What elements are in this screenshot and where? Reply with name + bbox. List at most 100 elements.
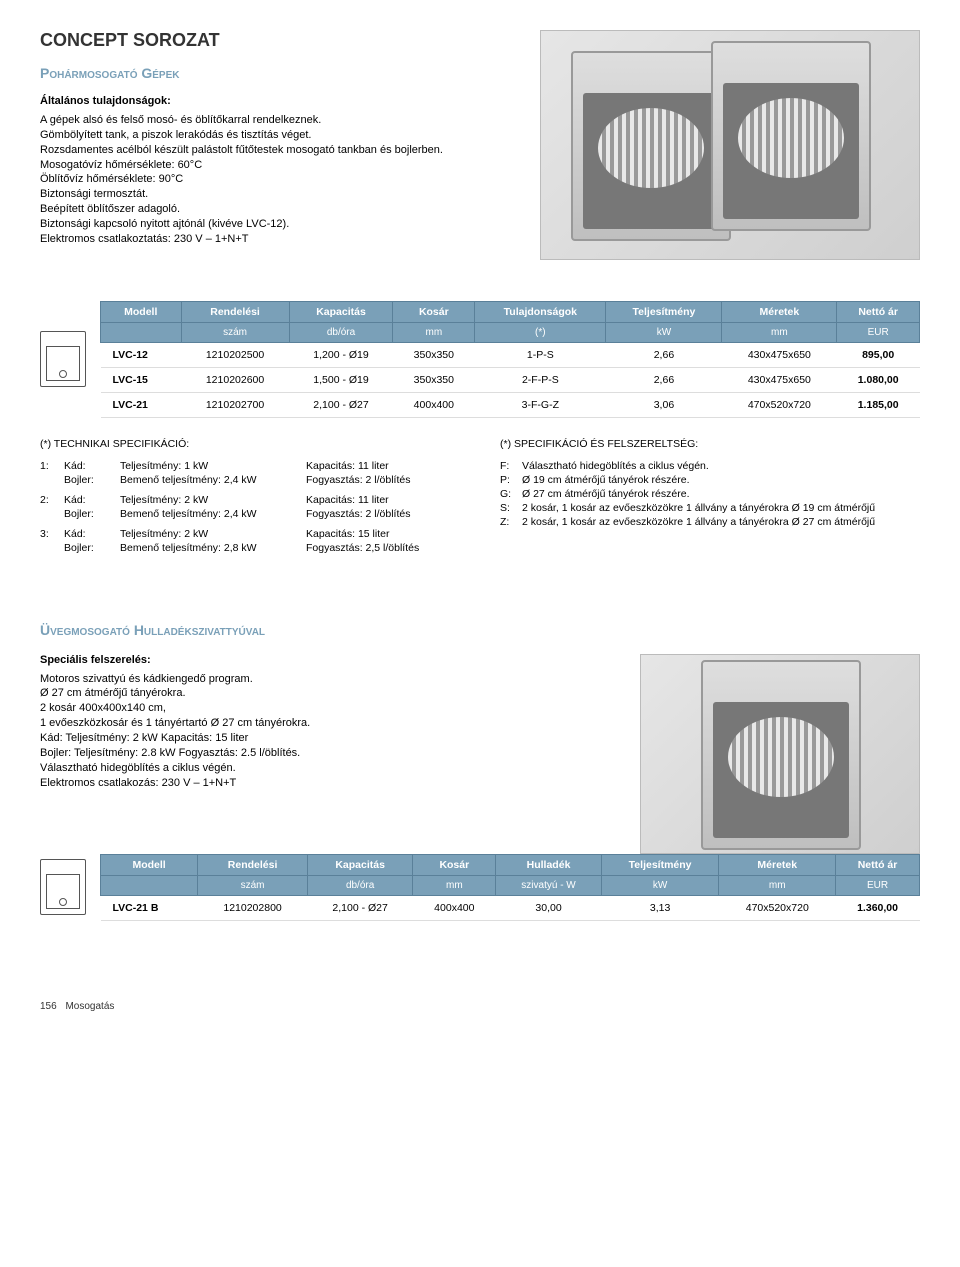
spec-group: 3:Kád:Teljesítmény: 2 kWKapacitás: 15 li… (40, 528, 460, 554)
cell-model: LVC-21 B (101, 895, 198, 920)
spec-b: Fogyasztás: 2,5 l/öblítés (306, 542, 419, 554)
th-meretek: Méretek (719, 854, 836, 875)
tech-spec-block: (*) TECHNIKAI SPECIFIKÁCIÓ: 1:Kád:Teljes… (40, 438, 460, 562)
th-telj: Teljesítmény (601, 854, 719, 875)
page-number: 156 (40, 1001, 57, 1012)
th-eur: EUR (837, 322, 920, 342)
general-desc: A gépek alsó és felső mosó- és öblítőkar… (40, 113, 443, 247)
cell-ord: 1210202500 (181, 342, 289, 367)
models-table-2: Modell Rendelési Kapacitás Kosár Hulladé… (100, 854, 920, 921)
cell-price: 1.080,00 (837, 367, 920, 392)
legend-val: 2 kosár, 1 kosár az evőeszközökre 1 állv… (522, 502, 875, 514)
spec-b: Fogyasztás: 2 l/öblítés (306, 508, 410, 520)
th-eur: EUR (836, 875, 920, 895)
spec-num (40, 508, 58, 520)
equip-spec-block: (*) SPECIFIKÁCIÓ ÉS FELSZERELTSÉG: F: Vál… (500, 438, 920, 562)
th-dbora: db/óra (307, 875, 412, 895)
th-star: (*) (475, 322, 606, 342)
cell-model: LVC-21 (101, 392, 182, 417)
cell-ord: 1210202800 (198, 895, 308, 920)
cell-cap: 2,100 - Ø27 (307, 895, 412, 920)
legend-line: G: Ø 27 cm átmérőjű tányérok részére. (500, 488, 920, 500)
th-meretek: Méretek (722, 301, 837, 322)
tech-spec-title: (*) TECHNIKAI SPECIFIKÁCIÓ: (40, 438, 460, 450)
general-label: Általános tulajdonságok: (40, 95, 443, 107)
legend-val: Választható hidegöblítés a ciklus végén. (522, 460, 709, 472)
spec-line: Bojler: Bemenő teljesítmény: 2,4 kW Fogyas… (40, 508, 460, 520)
spec-line: 1:Kád:Teljesítmény: 1 kWKapacitás: 11 li… (40, 460, 460, 472)
spec-num (40, 474, 58, 486)
cell-mer: 430x475x650 (722, 367, 837, 392)
cell-price: 1.185,00 (837, 392, 920, 417)
legend-val: Ø 27 cm átmérőjű tányérok részére. (522, 488, 689, 500)
th-kw: kW (601, 875, 719, 895)
section2-heading: Üvegmosogató Hulladékszivattyúval (40, 622, 920, 638)
equip-spec-title: (*) SPECIFIKÁCIÓ ÉS FELSZERELTSÉG: (500, 438, 920, 450)
th-mm: mm (413, 875, 496, 895)
section-heading: Pohármosogató Gépek (40, 65, 443, 81)
th-dbora: db/óra (289, 322, 393, 342)
cell-model: LVC-12 (101, 342, 182, 367)
spec-num: 2: (40, 494, 58, 506)
cell-telj: 2,66 (606, 342, 722, 367)
section2-desc: Motoros szivattyú és kádkiengedő program… (40, 672, 480, 791)
series-title: CONCEPT SOROZAT (40, 30, 443, 51)
legend-key: F: (500, 460, 516, 472)
table-row: LVC-21 B 1210202800 2,100 - Ø27 400x400 … (101, 895, 920, 920)
th-modell: Modell (101, 301, 182, 322)
table-row: LVC-1512102026001,500 - Ø19350x3502-F-P-… (101, 367, 920, 392)
th-tulaj: Tulajdonságok (475, 301, 606, 322)
legend-line: P:Ø 19 cm átmérőjű tányérok részére. (500, 474, 920, 486)
spec-line: Bojler:Bemenő teljesítmény: 2,8 kWFogyas… (40, 542, 460, 554)
models-table: Modell Rendelési Kapacitás Kosár Tulajdo… (100, 301, 920, 418)
product-image (540, 30, 920, 260)
legend-line: S: 2 kosár, 1 kosár az evőeszközökre 1 ál… (500, 502, 920, 514)
cell-cap: 1,500 - Ø19 (289, 367, 393, 392)
spec-b: Fogyasztás: 2 l/öblítés (306, 474, 410, 486)
cell-price: 895,00 (837, 342, 920, 367)
cell-kosar: 400x400 (393, 392, 475, 417)
spec-key: Kád: (64, 494, 114, 506)
th-empty (101, 322, 182, 342)
cell-model: LVC-15 (101, 367, 182, 392)
cell-telj: 3,06 (606, 392, 722, 417)
cell-tul: 3-F-G-Z (475, 392, 606, 417)
spec-b: Kapacitás: 15 liter (306, 528, 389, 540)
spec-a: Bemenő teljesítmény: 2,4 kW (120, 508, 300, 520)
spec-num (40, 542, 58, 554)
cell-telj: 2,66 (606, 367, 722, 392)
th-telj: Teljesítmény (606, 301, 722, 322)
spec-a: Bemenő teljesítmény: 2,4 kW (120, 474, 300, 486)
th-kapacitas: Kapacitás (307, 854, 412, 875)
spec-group: 2: Kád: Teljesítmény: 2 kW Kapacitás: 11 li… (40, 494, 460, 520)
spec-key: Kád: (64, 460, 114, 472)
cell-mer: 470x520x720 (719, 895, 836, 920)
spec-a: Bemenő teljesítmény: 2,8 kW (120, 542, 300, 554)
cell-kosar: 350x350 (393, 367, 475, 392)
cell-mer: 470x520x720 (722, 392, 837, 417)
legend-key: S: (500, 502, 516, 514)
spec-num: 3: (40, 528, 58, 540)
spec-line: Bojler: Bemenő teljesítmény: 2,4 kW Fogyas… (40, 474, 460, 486)
th-hulladek: Hulladék (496, 854, 601, 875)
th-rendelesi: Rendelési (198, 854, 308, 875)
cell-tul: 1-P-S (475, 342, 606, 367)
th-empty (101, 875, 198, 895)
legend-key: G: (500, 488, 516, 500)
footer-label: Mosogatás (65, 1001, 114, 1012)
cell-hull: 30,00 (496, 895, 601, 920)
spec-group: 1:Kád:Teljesítmény: 1 kWKapacitás: 11 li… (40, 460, 460, 486)
th-netto: Nettó ár (837, 301, 920, 322)
cell-kosar: 350x350 (393, 342, 475, 367)
legend-line: Z:2 kosár, 1 kosár az evőeszközökre 1 ál… (500, 516, 920, 528)
spec-key: Bojler: (64, 474, 114, 486)
th-modell: Modell (101, 854, 198, 875)
th-mm2: mm (722, 322, 837, 342)
th-rendelesi: Rendelési (181, 301, 289, 322)
cell-ord: 1210202600 (181, 367, 289, 392)
spec-a: Teljesítmény: 1 kW (120, 460, 300, 472)
spec-key: Bojler: (64, 508, 114, 520)
spec-b: Kapacitás: 11 liter (306, 494, 389, 506)
th-kapacitas: Kapacitás (289, 301, 393, 322)
spec-a: Teljesítmény: 2 kW (120, 494, 300, 506)
